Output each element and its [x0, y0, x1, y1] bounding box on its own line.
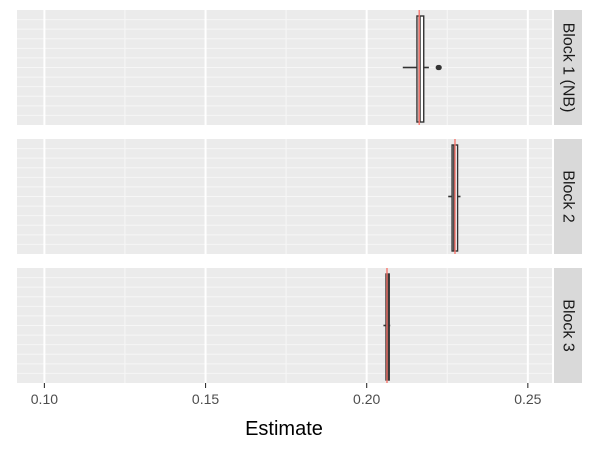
x-axis-label: Estimate — [245, 418, 323, 440]
facet-label: Block 1 (NB) — [560, 23, 577, 113]
x-tick-label: 0.15 — [192, 391, 219, 407]
facet-label: Block 2 — [560, 170, 577, 223]
facet-panel: Block 3 — [17, 268, 582, 383]
x-tick-label: 0.25 — [514, 391, 541, 407]
facet-strip — [554, 10, 582, 125]
facet-panel: Block 2 — [17, 139, 582, 254]
facet-panel: Block 1 (NB) — [17, 10, 582, 125]
outlier-point — [436, 64, 442, 71]
x-tick-label: 0.20 — [353, 391, 380, 407]
x-tick-label: 0.10 — [31, 391, 58, 407]
facet-strip — [554, 268, 582, 383]
facet-strip — [554, 139, 582, 254]
facet-panels: Block 1 (NB) Block 2 Block 3 — [17, 10, 582, 383]
facet-label: Block 3 — [560, 299, 577, 352]
x-axis: 0.10 0.15 0.20 0.25 — [31, 383, 542, 407]
